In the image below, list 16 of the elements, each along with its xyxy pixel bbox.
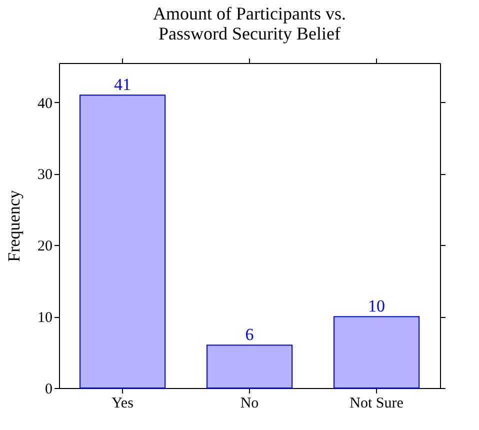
y-tick-label: 30 <box>38 167 52 184</box>
y-axis-title: Frequency <box>4 190 24 262</box>
data-label: 6 <box>245 325 254 344</box>
y-tick-label: 40 <box>38 96 52 112</box>
bar <box>79 94 166 388</box>
bar <box>333 316 420 388</box>
data-label: 10 <box>368 296 385 316</box>
y-tick-label: 20 <box>38 238 52 255</box>
chart-title: Amount of Participants vs. Password Security Belief <box>153 4 346 44</box>
data-label: 41 <box>114 75 131 94</box>
y-tick-label: 10 <box>38 310 52 326</box>
y-tick-label: 0 <box>45 382 52 398</box>
bar <box>206 344 293 388</box>
x-tick-label: Yes <box>112 396 134 412</box>
x-tick-label: No <box>240 396 259 412</box>
x-tick-label: Not Sure <box>350 396 404 412</box>
